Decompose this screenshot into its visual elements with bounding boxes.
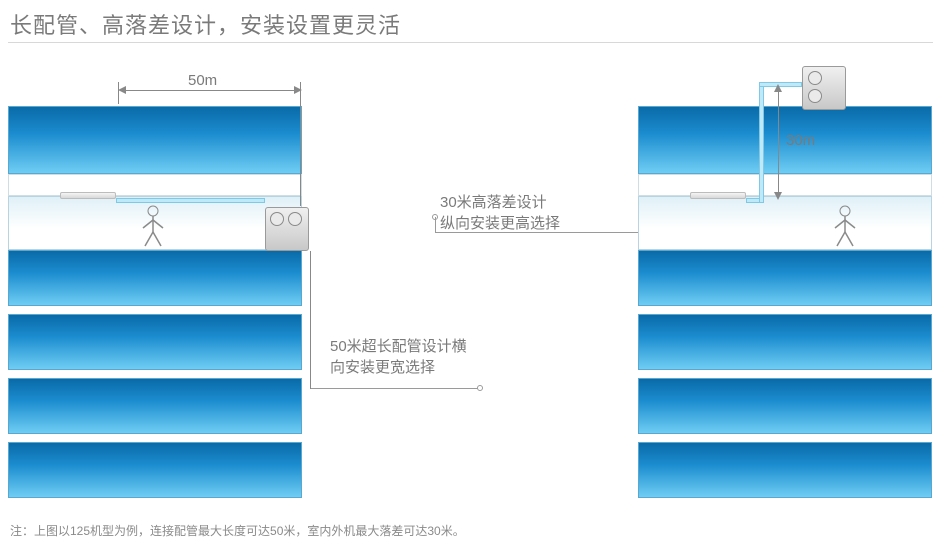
- right-pipe-v: [759, 82, 764, 203]
- leader-line: [435, 232, 555, 233]
- left-slab-2: [8, 314, 302, 370]
- leader-line: [435, 217, 436, 233]
- dim-label-30m: 30m: [786, 132, 815, 149]
- left-slab-4: [8, 442, 302, 498]
- arrow-left-icon: [118, 86, 126, 94]
- left-indoor-unit: [60, 192, 116, 199]
- page-title: 长配管、高落差设计，安装设置更灵活: [10, 8, 401, 40]
- person-icon: [138, 204, 168, 248]
- left-pipe: [116, 198, 265, 203]
- dim-tick: [300, 82, 301, 206]
- footnote: 注：上图以125机型为例，连接配管最大长度可达50米，室内外机最大落差可达30米…: [10, 522, 465, 539]
- person-icon: [830, 204, 860, 248]
- right-slab-2: [638, 314, 932, 370]
- fan-icon: [288, 212, 302, 226]
- right-callout: 30米高落差设计 纵向安装更高选择: [440, 192, 560, 234]
- dim-line: [122, 90, 298, 91]
- left-slab-top: [8, 106, 302, 174]
- arrow-right-icon: [294, 86, 302, 94]
- right-slab-top: [638, 106, 932, 174]
- dim-line: [778, 90, 779, 194]
- right-room-ceiling: [638, 174, 932, 196]
- right-room: [638, 196, 932, 250]
- dim-label-50m: 50m: [188, 72, 217, 89]
- leader-dot-icon: [477, 385, 483, 391]
- leader-line: [555, 232, 638, 233]
- fan-icon: [270, 212, 284, 226]
- leader-line: [310, 251, 311, 389]
- left-slab-3: [8, 378, 302, 434]
- left-room-ceiling: [8, 174, 302, 196]
- right-slab-4: [638, 442, 932, 498]
- title-underline: [8, 42, 933, 43]
- arrow-up-icon: [774, 84, 782, 92]
- right-indoor-unit: [690, 192, 746, 199]
- left-callout: 50米超长配管设计横 向安装更宽选择: [330, 336, 467, 378]
- fan-icon: [808, 71, 822, 85]
- arrow-down-icon: [774, 192, 782, 200]
- left-slab-1: [8, 250, 302, 306]
- right-slab-3: [638, 378, 932, 434]
- leader-line: [310, 388, 480, 389]
- right-slab-1: [638, 250, 932, 306]
- fan-icon: [808, 89, 822, 103]
